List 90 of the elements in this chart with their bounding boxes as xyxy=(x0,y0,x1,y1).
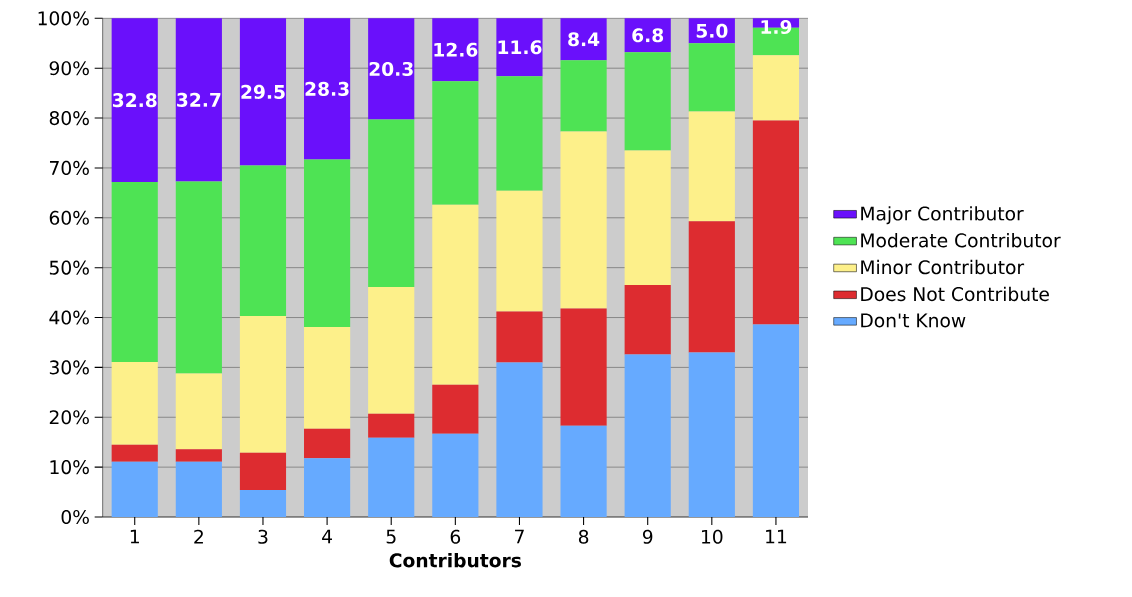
data-label: 32.8 xyxy=(112,93,157,108)
data-label: 5.0 xyxy=(696,23,728,38)
data-label: 11.6 xyxy=(498,40,542,55)
data-label: 6.8 xyxy=(632,28,664,43)
y-tick-label: 30% xyxy=(49,360,89,375)
bar xyxy=(239,316,287,453)
bar xyxy=(624,354,671,517)
bar xyxy=(496,18,543,77)
bar xyxy=(560,308,607,426)
y-tick-label: 0% xyxy=(61,509,89,525)
bar xyxy=(688,43,735,112)
bar xyxy=(432,433,479,517)
bar xyxy=(560,131,607,309)
bar xyxy=(111,444,158,462)
bar xyxy=(368,119,415,288)
data-label: 8.4 xyxy=(568,32,600,47)
x-tick-label: 2 xyxy=(194,529,203,544)
x-tick-label: 5 xyxy=(386,529,396,544)
bar xyxy=(688,221,735,353)
bar xyxy=(496,311,543,363)
bar xyxy=(239,452,287,491)
bar xyxy=(368,437,415,517)
data-label: 12.6 xyxy=(434,42,478,57)
x-axis-title: Contributors xyxy=(389,552,521,568)
bar xyxy=(304,18,351,160)
bar xyxy=(496,190,543,312)
bar xyxy=(752,120,800,325)
bar xyxy=(560,60,607,132)
x-tick-label: 4 xyxy=(322,529,332,544)
bar xyxy=(624,285,671,355)
y-tick-label: 10% xyxy=(50,460,89,475)
data-label: 32.7 xyxy=(177,92,221,107)
bar xyxy=(111,361,158,445)
legend-label: Does Not Contribute xyxy=(861,286,1049,302)
bar xyxy=(496,362,543,517)
bar xyxy=(624,150,671,286)
bar xyxy=(239,165,287,317)
y-tick-label: 70% xyxy=(49,160,89,175)
legend-label: Major Contributor xyxy=(861,206,1024,225)
bar xyxy=(432,384,479,434)
data-label: 1.9 xyxy=(761,19,792,35)
bar xyxy=(304,428,351,459)
bar xyxy=(496,76,543,191)
bar xyxy=(111,18,158,182)
bar xyxy=(175,449,222,462)
legend-label: Minor Contributor xyxy=(861,259,1025,275)
bar xyxy=(175,461,222,517)
y-tick-label: 40% xyxy=(49,310,89,325)
bar xyxy=(432,18,479,82)
y-tick-label: 60% xyxy=(49,210,89,225)
x-tick-label: 3 xyxy=(258,529,268,544)
y-tick-label: 80% xyxy=(49,111,89,126)
bar xyxy=(111,461,158,517)
bar xyxy=(175,18,222,182)
bar xyxy=(368,18,415,120)
bar xyxy=(368,413,415,438)
y-tick-label: 90% xyxy=(49,61,89,76)
y-tick-label: 50% xyxy=(49,260,89,275)
data-label: 29.5 xyxy=(241,84,285,99)
bar xyxy=(688,111,735,222)
bar xyxy=(560,425,607,517)
bar xyxy=(239,18,287,166)
bar xyxy=(432,81,479,205)
data-label: 20.3 xyxy=(369,61,413,77)
x-tick-label: 11 xyxy=(766,529,787,544)
bar xyxy=(304,327,351,429)
bar xyxy=(239,490,287,517)
data-label: 28.3 xyxy=(305,81,349,96)
bar xyxy=(304,159,351,328)
bar xyxy=(752,55,800,121)
y-tick-label: 100% xyxy=(38,11,89,26)
bar xyxy=(304,458,351,517)
legend-label: Moderate Contributor xyxy=(861,233,1061,248)
x-tick-label: 10 xyxy=(702,529,723,544)
x-tick-label: 9 xyxy=(642,529,653,544)
bar xyxy=(368,287,415,414)
bar xyxy=(624,52,671,151)
bar xyxy=(688,352,735,517)
x-tick-label: 6 xyxy=(450,529,461,544)
x-tick-label: 1 xyxy=(130,529,139,544)
bar xyxy=(752,324,800,517)
bar xyxy=(175,181,222,374)
bar xyxy=(560,18,607,61)
legend-label: Don't Know xyxy=(861,313,966,328)
bar xyxy=(175,373,222,450)
bar xyxy=(432,204,479,385)
x-tick-label: 7 xyxy=(515,529,524,544)
x-tick-label: 8 xyxy=(578,529,589,544)
bar xyxy=(111,181,158,362)
y-tick-label: 20% xyxy=(49,410,89,425)
